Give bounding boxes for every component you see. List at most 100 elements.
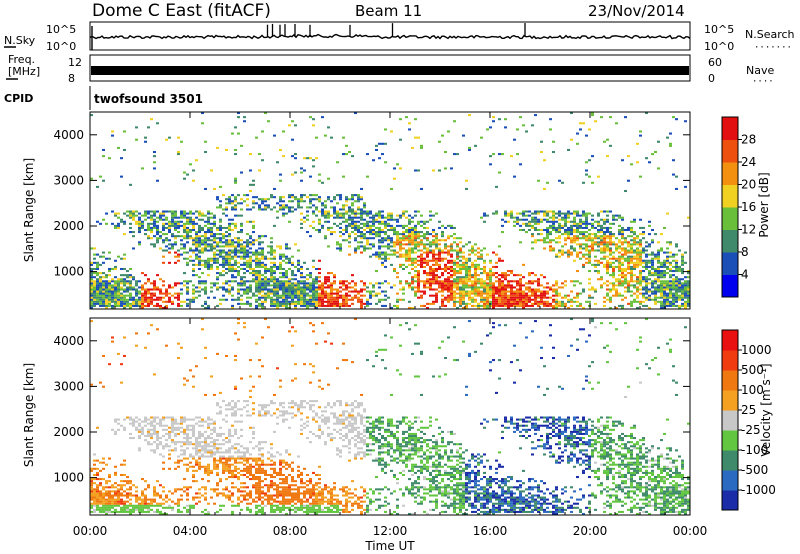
data-cell <box>246 296 249 299</box>
data-cell <box>651 282 654 285</box>
data-cell <box>429 210 432 213</box>
data-cell <box>618 265 621 268</box>
data-cell <box>351 194 354 197</box>
data-cell <box>207 228 210 232</box>
data-cell <box>339 296 342 299</box>
data-cell <box>543 212 546 215</box>
data-cell <box>450 255 453 258</box>
data-cell <box>327 286 330 289</box>
data-cell <box>96 508 99 511</box>
data-cell <box>231 280 234 283</box>
data-cell <box>420 304 423 307</box>
data-cell <box>93 473 96 477</box>
data-cell <box>561 282 564 285</box>
data-cell <box>96 220 99 223</box>
data-cell <box>168 231 171 234</box>
data-cell <box>654 280 657 283</box>
data-cell <box>285 300 288 303</box>
data-cell <box>597 243 600 246</box>
data-cell <box>219 263 222 266</box>
data-cell <box>144 416 147 419</box>
data-cell <box>414 247 417 250</box>
data-cell <box>651 153 654 156</box>
data-cell <box>255 282 258 285</box>
data-cell <box>177 294 180 297</box>
data-cell <box>630 280 633 283</box>
data-cell <box>444 288 447 291</box>
data-cell <box>600 241 603 244</box>
data-cell <box>114 465 117 468</box>
data-cell <box>426 282 429 285</box>
data-cell <box>441 134 444 137</box>
data-cell <box>576 142 579 145</box>
data-cell <box>441 249 444 252</box>
data-cell <box>93 463 96 466</box>
data-cell <box>669 263 672 266</box>
data-cell <box>459 259 462 262</box>
data-cell <box>192 179 195 182</box>
data-cell <box>234 196 237 199</box>
data-cell <box>216 228 219 232</box>
data-cell <box>222 261 225 264</box>
data-cell <box>207 222 210 225</box>
data-cell <box>270 196 273 199</box>
data-cell <box>660 247 663 250</box>
data-cell <box>378 245 381 248</box>
data-cell <box>381 210 384 213</box>
data-cell <box>159 304 162 307</box>
data-cell <box>264 208 267 211</box>
data-cell <box>303 294 306 297</box>
data-cell <box>255 251 258 254</box>
data-cell <box>192 239 195 242</box>
data-cell <box>153 150 156 154</box>
data-cell <box>459 251 462 254</box>
data-cell <box>99 286 102 289</box>
data-cell <box>204 261 207 264</box>
data-cell <box>402 231 405 234</box>
data-cell <box>660 233 663 236</box>
data-cell <box>171 222 174 225</box>
data-cell <box>645 267 648 271</box>
data-cell <box>417 210 420 213</box>
data-cell <box>93 280 96 283</box>
data-cell <box>594 255 597 258</box>
data-cell <box>105 494 108 497</box>
data-cell <box>663 286 666 289</box>
data-cell <box>270 304 273 307</box>
data-cell <box>408 263 411 266</box>
data-cell <box>456 245 459 248</box>
data-cell <box>258 286 261 289</box>
data-cell <box>156 288 159 291</box>
data-cell <box>435 257 438 260</box>
data-cell <box>255 272 258 275</box>
data-cell <box>189 212 192 215</box>
data-cell <box>192 243 195 246</box>
data-cell <box>639 272 642 275</box>
data-cell <box>474 259 477 262</box>
data-cell <box>435 233 438 236</box>
data-cell <box>525 288 528 291</box>
data-cell <box>183 177 186 180</box>
data-cell <box>93 298 96 301</box>
data-cell <box>228 267 231 271</box>
data-cell <box>621 231 624 234</box>
data-cell <box>624 251 627 254</box>
data-cell <box>459 237 462 240</box>
data-cell <box>153 294 156 297</box>
data-cell <box>138 422 141 425</box>
data-cell <box>303 298 306 301</box>
data-cell <box>258 206 261 209</box>
data-cell <box>129 416 132 419</box>
data-cell <box>402 255 405 258</box>
data-cell <box>135 504 138 507</box>
data-cell <box>402 233 405 236</box>
data-cell <box>381 257 384 260</box>
data-cell <box>552 304 555 307</box>
data-cell <box>180 216 183 219</box>
data-cell <box>150 498 153 501</box>
data-cell <box>609 306 612 309</box>
data-cell <box>378 222 381 225</box>
data-cell <box>435 288 438 291</box>
data-cell <box>414 270 417 273</box>
data-cell <box>492 292 495 295</box>
